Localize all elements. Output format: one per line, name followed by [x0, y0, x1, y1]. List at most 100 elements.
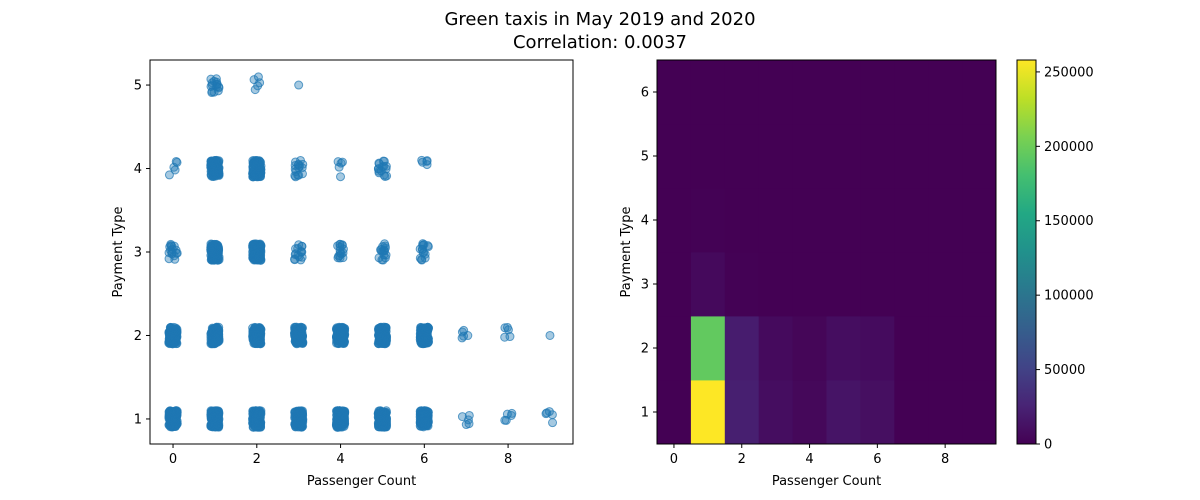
scatter-x-tick-label: 4	[336, 452, 344, 467]
scatter-point	[169, 408, 179, 418]
scatter-point	[297, 417, 307, 427]
scatter-point	[213, 335, 223, 345]
colorbar-tick-label: 100000	[1044, 289, 1094, 304]
scatter-y-ticks: 1 2 3 4 5	[134, 79, 150, 427]
heatmap-y-ticks: 1 2 3 4 5 6	[641, 86, 657, 421]
heatmap-x-tick-label: 6	[873, 452, 881, 467]
heatmap-cell	[962, 252, 997, 317]
scatter-point	[212, 82, 222, 92]
scatter-points	[164, 72, 558, 432]
scatter-point	[171, 323, 181, 333]
scatter-point	[254, 245, 264, 255]
heatmap-y-tick-label: 2	[641, 342, 649, 357]
scatter-point	[381, 161, 391, 171]
heatmap-cell	[860, 316, 895, 381]
scatter-point	[166, 330, 176, 340]
heatmap-cell	[860, 380, 895, 445]
heatmap-x-tick-label: 2	[738, 452, 746, 467]
scatter-point	[337, 157, 347, 167]
scatter-point	[214, 408, 224, 418]
heatmap-cell	[690, 60, 726, 125]
heatmap-cell	[860, 60, 895, 125]
scatter-point	[164, 170, 174, 180]
scatter-point	[415, 253, 425, 263]
heatmap-cell	[962, 380, 997, 445]
heatmap-y-tick-label: 5	[641, 150, 649, 165]
scatter-point	[375, 330, 385, 340]
colorbar-tick-label: 150000	[1044, 214, 1094, 229]
heatmap-cell	[962, 316, 997, 381]
scatter-point	[294, 240, 304, 250]
heatmap-cell	[792, 316, 827, 381]
scatter-point	[172, 248, 182, 258]
heatmap-cell	[894, 380, 929, 445]
colorbar: 0 50000 100000 150000 200000 250000	[1016, 59, 1094, 453]
scatter-point	[208, 413, 218, 423]
heatmap-cell	[792, 124, 827, 189]
colorbar-tick-label: 200000	[1044, 140, 1094, 155]
scatter-point	[337, 338, 347, 348]
heatmap-y-tick-label: 1	[641, 406, 649, 421]
scatter-point	[541, 409, 551, 419]
heatmap-cell	[826, 316, 861, 381]
scatter-point	[335, 239, 345, 249]
heatmap-cell	[724, 60, 760, 125]
heatmap-cell	[724, 316, 760, 381]
heatmap-y-tick-label: 4	[641, 214, 649, 229]
figure-title-line1: Green taxis in May 2019 and 2020	[444, 9, 755, 30]
scatter-x-tick-label: 0	[169, 452, 177, 467]
colorbar-tick-label: 0	[1044, 438, 1052, 453]
heatmap-cell	[894, 316, 929, 381]
scatter-point	[545, 330, 555, 340]
scatter-point	[250, 85, 260, 95]
heatmap-cell	[690, 316, 726, 381]
heatmap-cell	[928, 124, 963, 189]
scatter-point	[377, 246, 387, 256]
scatter-point	[500, 415, 510, 425]
scatter-point	[382, 171, 392, 181]
scatter-x-axis-label: Passenger Count	[307, 474, 416, 489]
heatmap-plot: 0 2 4 6 8 1 2 3 4 5 6 Passenger Count Payment Typ…	[619, 59, 997, 489]
scatter-point	[378, 419, 388, 429]
heatmap-cell	[894, 60, 929, 125]
scatter-point	[421, 413, 431, 423]
heatmap-cell	[928, 316, 963, 381]
scatter-x-ticks: 0 2 4 6 8	[169, 444, 512, 467]
heatmap-cell	[690, 380, 726, 445]
heatmap-cells	[657, 60, 997, 445]
heatmap-cell	[758, 124, 793, 189]
heatmap-cell	[826, 124, 861, 189]
scatter-point	[250, 161, 260, 171]
scatter-point	[290, 171, 300, 181]
scatter-y-tick-label: 4	[134, 162, 142, 177]
scatter-point	[207, 247, 217, 257]
heatmap-cell	[928, 60, 963, 125]
scatter-x-tick-label: 8	[504, 452, 512, 467]
heatmap-cell	[758, 252, 793, 317]
scatter-point	[296, 407, 306, 417]
scatter-point	[251, 169, 261, 179]
figure-title-line2: Correlation: 0.0037	[513, 32, 687, 53]
scatter-point	[421, 325, 431, 335]
colorbar-ticks: 0 50000 100000 150000 200000 250000	[1036, 65, 1094, 453]
scatter-point	[296, 322, 306, 332]
heatmap-cell	[894, 252, 929, 317]
scatter-y-tick-label: 5	[134, 79, 142, 94]
heatmap-cell	[724, 380, 760, 445]
heatmap-cell	[826, 252, 861, 317]
heatmap-cell	[826, 380, 861, 445]
scatter-y-tick-label: 3	[134, 246, 142, 261]
heatmap-cell	[657, 252, 692, 317]
scatter-point	[423, 333, 433, 343]
heatmap-cell	[758, 188, 793, 253]
heatmap-cell	[758, 316, 793, 381]
heatmap-cell	[826, 60, 861, 125]
heatmap-y-tick-label: 6	[641, 86, 649, 101]
heatmap-cell	[860, 188, 895, 253]
heatmap-cell	[724, 188, 760, 253]
heatmap-cell	[657, 188, 692, 253]
scatter-point	[464, 419, 474, 429]
scatter-point	[418, 157, 427, 167]
heatmap-x-ticks: 0 2 4 6 8	[670, 444, 949, 467]
heatmap-cell	[724, 124, 760, 189]
